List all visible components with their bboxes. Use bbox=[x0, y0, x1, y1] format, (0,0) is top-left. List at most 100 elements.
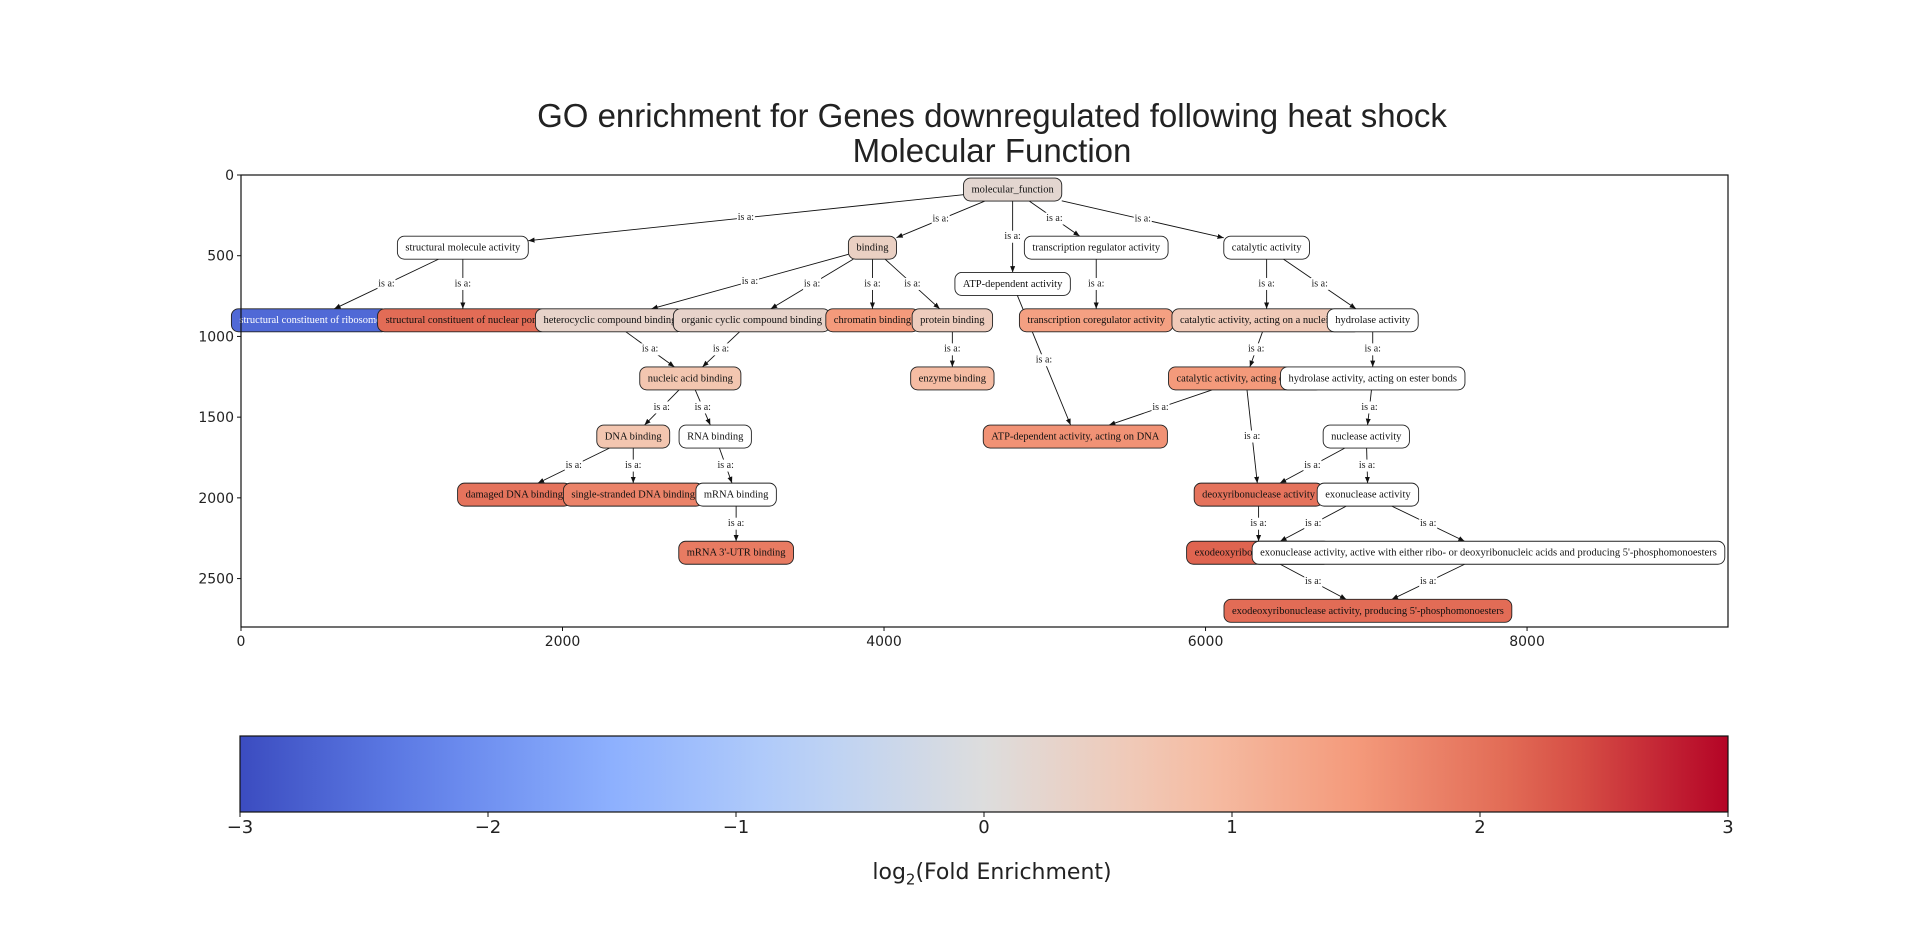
edge-label: is a: bbox=[1311, 278, 1327, 289]
node-box bbox=[1316, 482, 1420, 507]
node-exonuclease_activity_5p[interactable]: exonuclease activity, active with either… bbox=[1251, 540, 1726, 565]
node-binding[interactable]: binding bbox=[847, 235, 897, 260]
node-label: mRNA 3'-UTR binding bbox=[687, 548, 786, 559]
edge-label-bg bbox=[1087, 277, 1106, 290]
y-tick-label: 2500 bbox=[198, 572, 234, 588]
node-chromatin_binding[interactable]: chromatin binding bbox=[825, 308, 920, 333]
node-label: hydrolase activity bbox=[1335, 315, 1411, 326]
edge-label: is a: bbox=[933, 214, 949, 225]
node-exonuclease_activity[interactable]: exonuclease activity bbox=[1316, 482, 1420, 507]
node-dna_binding[interactable]: DNA binding bbox=[596, 424, 671, 449]
edge-label-bg bbox=[736, 211, 755, 224]
title-line-1: GO enrichment for Genes downregulated fo… bbox=[537, 97, 1447, 134]
colorbar-tick-label: 1 bbox=[1226, 817, 1237, 838]
node-enzyme_binding[interactable]: enzyme binding bbox=[910, 366, 995, 391]
node-box bbox=[910, 366, 995, 391]
edge-label: is a: bbox=[625, 460, 641, 471]
node-label: mRNA binding bbox=[704, 490, 769, 501]
node-protein_binding[interactable]: protein binding bbox=[911, 308, 994, 333]
edge-label: is a: bbox=[1365, 344, 1381, 355]
node-box bbox=[954, 272, 1071, 296]
node-mrna_binding[interactable]: mRNA binding bbox=[695, 482, 777, 507]
edge-label-bg bbox=[712, 343, 731, 356]
node-mrna_3utr_binding[interactable]: mRNA 3'-UTR binding bbox=[678, 540, 794, 565]
colorbar-tick-label: −2 bbox=[475, 817, 502, 838]
node-nucleic_acid_binding[interactable]: nucleic acid binding bbox=[639, 366, 742, 391]
y-tick-label: 2000 bbox=[198, 491, 234, 507]
node-label: organic cyclic compound binding bbox=[681, 315, 822, 326]
node-label: ATP-dependent activity, acting on DNA bbox=[991, 431, 1160, 442]
node-label: RNA binding bbox=[687, 431, 744, 442]
chart-title: GO enrichment for Genes downregulated fo… bbox=[0, 98, 1920, 168]
node-label: nucleic acid binding bbox=[648, 373, 734, 384]
node-label: damaged DNA binding bbox=[466, 490, 564, 501]
node-damaged_dna_binding[interactable]: damaged DNA binding bbox=[457, 482, 572, 507]
edge-label: is a: bbox=[1304, 460, 1320, 471]
node-heterocyclic_compound_binding[interactable]: heterocyclic compound binding bbox=[535, 308, 685, 333]
node-box bbox=[847, 235, 897, 260]
edge-label-bg bbox=[1034, 354, 1053, 367]
node-label: structural constituent of ribosome bbox=[239, 315, 381, 326]
node-box bbox=[1251, 540, 1726, 565]
edge-label: is a: bbox=[738, 212, 754, 223]
y-tick-label: 1000 bbox=[198, 329, 234, 345]
edge-label: is a: bbox=[1359, 460, 1375, 471]
x-tick-label: 4000 bbox=[866, 634, 902, 650]
edge-label: is a: bbox=[654, 402, 670, 413]
node-hydrolase_activity[interactable]: hydrolase activity bbox=[1326, 308, 1419, 333]
node-transcription_regulator_activity[interactable]: transcription regulator activity bbox=[1023, 235, 1169, 260]
node-box bbox=[1322, 424, 1410, 449]
node-hydrolase_activity_ester[interactable]: hydrolase activity, acting on ester bond… bbox=[1280, 366, 1466, 391]
edge-label-bg bbox=[1304, 575, 1323, 588]
edge-label-bg bbox=[863, 277, 882, 290]
edge-label-bg bbox=[652, 401, 671, 414]
node-label: transcription coregulator activity bbox=[1027, 315, 1165, 326]
edge-labels-layer: is a: is a: is a: is a: is a: is a: is a: is a:… bbox=[377, 211, 1438, 588]
node-label: deoxyribonuclease activity bbox=[1202, 490, 1316, 501]
node-box bbox=[982, 424, 1168, 449]
node-label: structural molecule activity bbox=[405, 243, 521, 254]
x-tick-label: 2000 bbox=[545, 634, 581, 650]
edge-label: is a: bbox=[1244, 431, 1260, 442]
node-box bbox=[911, 308, 994, 333]
edge-label: is a: bbox=[1152, 402, 1168, 413]
edge-label-bg bbox=[1243, 430, 1262, 443]
node-exodeoxyribonuclease_5p[interactable]: exodeoxyribonuclease activity, producing… bbox=[1223, 598, 1513, 623]
node-label: nuclease activity bbox=[1331, 431, 1402, 442]
node-atp_dependent_activity[interactable]: ATP-dependent activity bbox=[954, 272, 1071, 296]
node-label: chromatin binding bbox=[834, 315, 912, 326]
edge-label-bg bbox=[1303, 459, 1322, 472]
node-structural_constituent_of_nuclear_pore[interactable]: structural constituent of nuclear pore bbox=[377, 308, 549, 333]
edge-label: is a: bbox=[1248, 344, 1264, 355]
node-structural_molecule_activity[interactable]: structural molecule activity bbox=[396, 235, 529, 260]
edge-label: is a: bbox=[566, 460, 582, 471]
node-structural_constituent_of_ribosome[interactable]: structural constituent of ribosome bbox=[230, 308, 390, 333]
colorbar-tick-label: −3 bbox=[227, 817, 254, 838]
edge-label: is a: bbox=[1088, 278, 1104, 289]
colorbar: −3 −2 −1 0 1 2 3 bbox=[227, 735, 1734, 838]
node-nuclease_activity[interactable]: nuclease activity bbox=[1322, 424, 1410, 449]
y-tick-label: 500 bbox=[207, 249, 234, 265]
node-single_stranded_dna_binding[interactable]: single-stranded DNA binding bbox=[562, 482, 704, 507]
edge-label: is a: bbox=[1258, 278, 1274, 289]
edge-label-bg bbox=[1247, 343, 1266, 356]
edge-label: is a: bbox=[1305, 518, 1321, 529]
node-box bbox=[1023, 235, 1169, 260]
node-rna_binding[interactable]: RNA binding bbox=[678, 424, 752, 449]
node-deoxyribonuclease_activity[interactable]: deoxyribonuclease activity bbox=[1193, 482, 1324, 507]
edge-label: is a: bbox=[1420, 518, 1436, 529]
edge-label-bg bbox=[1310, 277, 1329, 290]
edge-label: is a: bbox=[1135, 214, 1151, 225]
node-label: exodeoxyribonuclease activity, producing… bbox=[1232, 606, 1504, 617]
edge-label-bg bbox=[1363, 343, 1382, 356]
node-transcription_coregulator_activity[interactable]: transcription coregulator activity bbox=[1018, 308, 1174, 333]
edge-label-bg bbox=[943, 343, 962, 356]
node-atp_dependent_activity_dna[interactable]: ATP-dependent activity, acting on DNA bbox=[982, 424, 1168, 449]
edge-label: is a: bbox=[904, 278, 920, 289]
node-organic_cyclic_compound_binding[interactable]: organic cyclic compound binding bbox=[672, 308, 831, 333]
node-label: structural constituent of nuclear pore bbox=[386, 315, 541, 326]
node-catalytic_activity[interactable]: catalytic activity bbox=[1223, 235, 1310, 260]
node-molecular_function[interactable]: molecular_function bbox=[963, 177, 1063, 202]
colorbar-tick-label: 3 bbox=[1722, 817, 1733, 838]
edge-label-bg bbox=[903, 277, 922, 290]
